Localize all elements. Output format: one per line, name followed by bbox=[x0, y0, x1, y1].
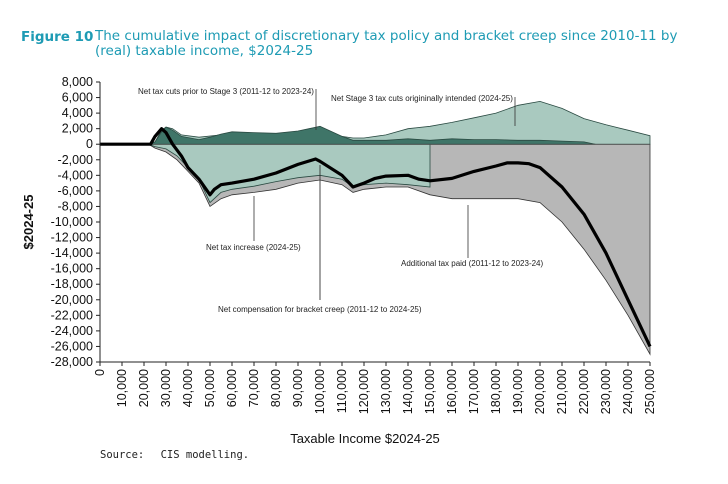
x-tick-label: 220,000 bbox=[577, 369, 591, 414]
x-tick-label: 250,000 bbox=[643, 369, 657, 414]
x-tick-label: 0 bbox=[93, 369, 107, 376]
x-tick-label: 60,000 bbox=[225, 369, 239, 407]
additional-tax-area bbox=[99, 143, 651, 356]
y-tick-label: -8,000 bbox=[58, 199, 93, 213]
y-tick-label: 0 bbox=[86, 137, 93, 151]
x-tick-label: 230,000 bbox=[599, 369, 613, 414]
x-tick-label: 200,000 bbox=[533, 369, 547, 414]
source-note: Source: CIS modelling. bbox=[100, 449, 249, 461]
x-tick-label: 90,000 bbox=[291, 369, 305, 407]
x-tick-label: 160,000 bbox=[445, 369, 459, 414]
figure-title: The cumulative impact of discretionary t… bbox=[95, 28, 678, 59]
y-tick-label: 6,000 bbox=[62, 91, 93, 105]
y-tick-label: -20,000 bbox=[51, 293, 93, 307]
y-tick-label: -22,000 bbox=[51, 308, 93, 322]
y-tick-label: -26,000 bbox=[51, 339, 93, 353]
x-tick-label: 10,000 bbox=[115, 369, 129, 407]
prior-tax-cuts-area bbox=[99, 125, 596, 145]
x-tick-label: 70,000 bbox=[247, 369, 261, 407]
y-tick-label: 4,000 bbox=[62, 106, 93, 120]
y-tick-label: 8,000 bbox=[62, 75, 93, 89]
annotation-prior-tax-cuts: Net tax cuts prior to Stage 3 (2011-12 t… bbox=[138, 87, 314, 96]
x-tick-label: 110,000 bbox=[335, 369, 349, 413]
annotation-additional-tax: Additional tax paid (2011-12 to 2023-24) bbox=[401, 259, 544, 268]
x-tick-label: 140,000 bbox=[401, 369, 415, 414]
x-tick-label: 30,000 bbox=[159, 369, 173, 407]
x-tick-label: 190,000 bbox=[511, 369, 525, 414]
y-tick-label: -28,000 bbox=[51, 355, 93, 369]
x-tick-label: 80,000 bbox=[269, 369, 283, 407]
y-tick-label: -18,000 bbox=[51, 277, 93, 291]
y-tick-label: -6,000 bbox=[58, 184, 93, 198]
x-tick-label: 120,000 bbox=[357, 369, 371, 414]
figure-number: Figure 10 bbox=[21, 29, 94, 45]
source-text: CIS modelling. bbox=[160, 449, 250, 461]
annotation-bracket-creep-compensation: Net compensation for bracket creep (2011… bbox=[218, 305, 422, 314]
y-tick-label: -24,000 bbox=[51, 324, 93, 338]
y-tick-label: -4,000 bbox=[58, 168, 93, 182]
y-tick-label: -12,000 bbox=[51, 231, 93, 245]
x-tick-label: 40,000 bbox=[181, 369, 195, 407]
annotation-stage3-intended: Net Stage 3 tax cuts origininally intend… bbox=[331, 94, 513, 103]
net-impact-line bbox=[100, 127, 652, 348]
x-tick-label: 240,000 bbox=[621, 369, 635, 414]
source-label: Source: bbox=[100, 449, 145, 461]
y-axis-title: $2024-25 bbox=[21, 195, 36, 250]
x-tick-label: 20,000 bbox=[137, 369, 151, 407]
y-tick-label: 2,000 bbox=[62, 122, 93, 136]
x-tick-label: 150,000 bbox=[423, 369, 437, 414]
x-tick-label: 50,000 bbox=[203, 369, 217, 407]
x-tick-label: 100,000 bbox=[313, 369, 327, 414]
y-tick-label: -16,000 bbox=[51, 262, 93, 276]
y-tick-label: -2,000 bbox=[58, 153, 93, 167]
x-axis-title: Taxable Income $2024-25 bbox=[290, 431, 440, 446]
net-tax-increase-area bbox=[99, 143, 431, 204]
x-tick-label: 170,000 bbox=[467, 369, 481, 414]
annotation-net-tax-increase: Net tax increase (2024-25) bbox=[206, 243, 301, 252]
x-tick-label: 180,000 bbox=[489, 369, 503, 414]
x-tick-label: 210,000 bbox=[555, 369, 569, 414]
y-tick-label: -14,000 bbox=[51, 246, 93, 260]
x-tick-label: 130,000 bbox=[379, 369, 393, 414]
y-tick-label: -10,000 bbox=[51, 215, 93, 229]
